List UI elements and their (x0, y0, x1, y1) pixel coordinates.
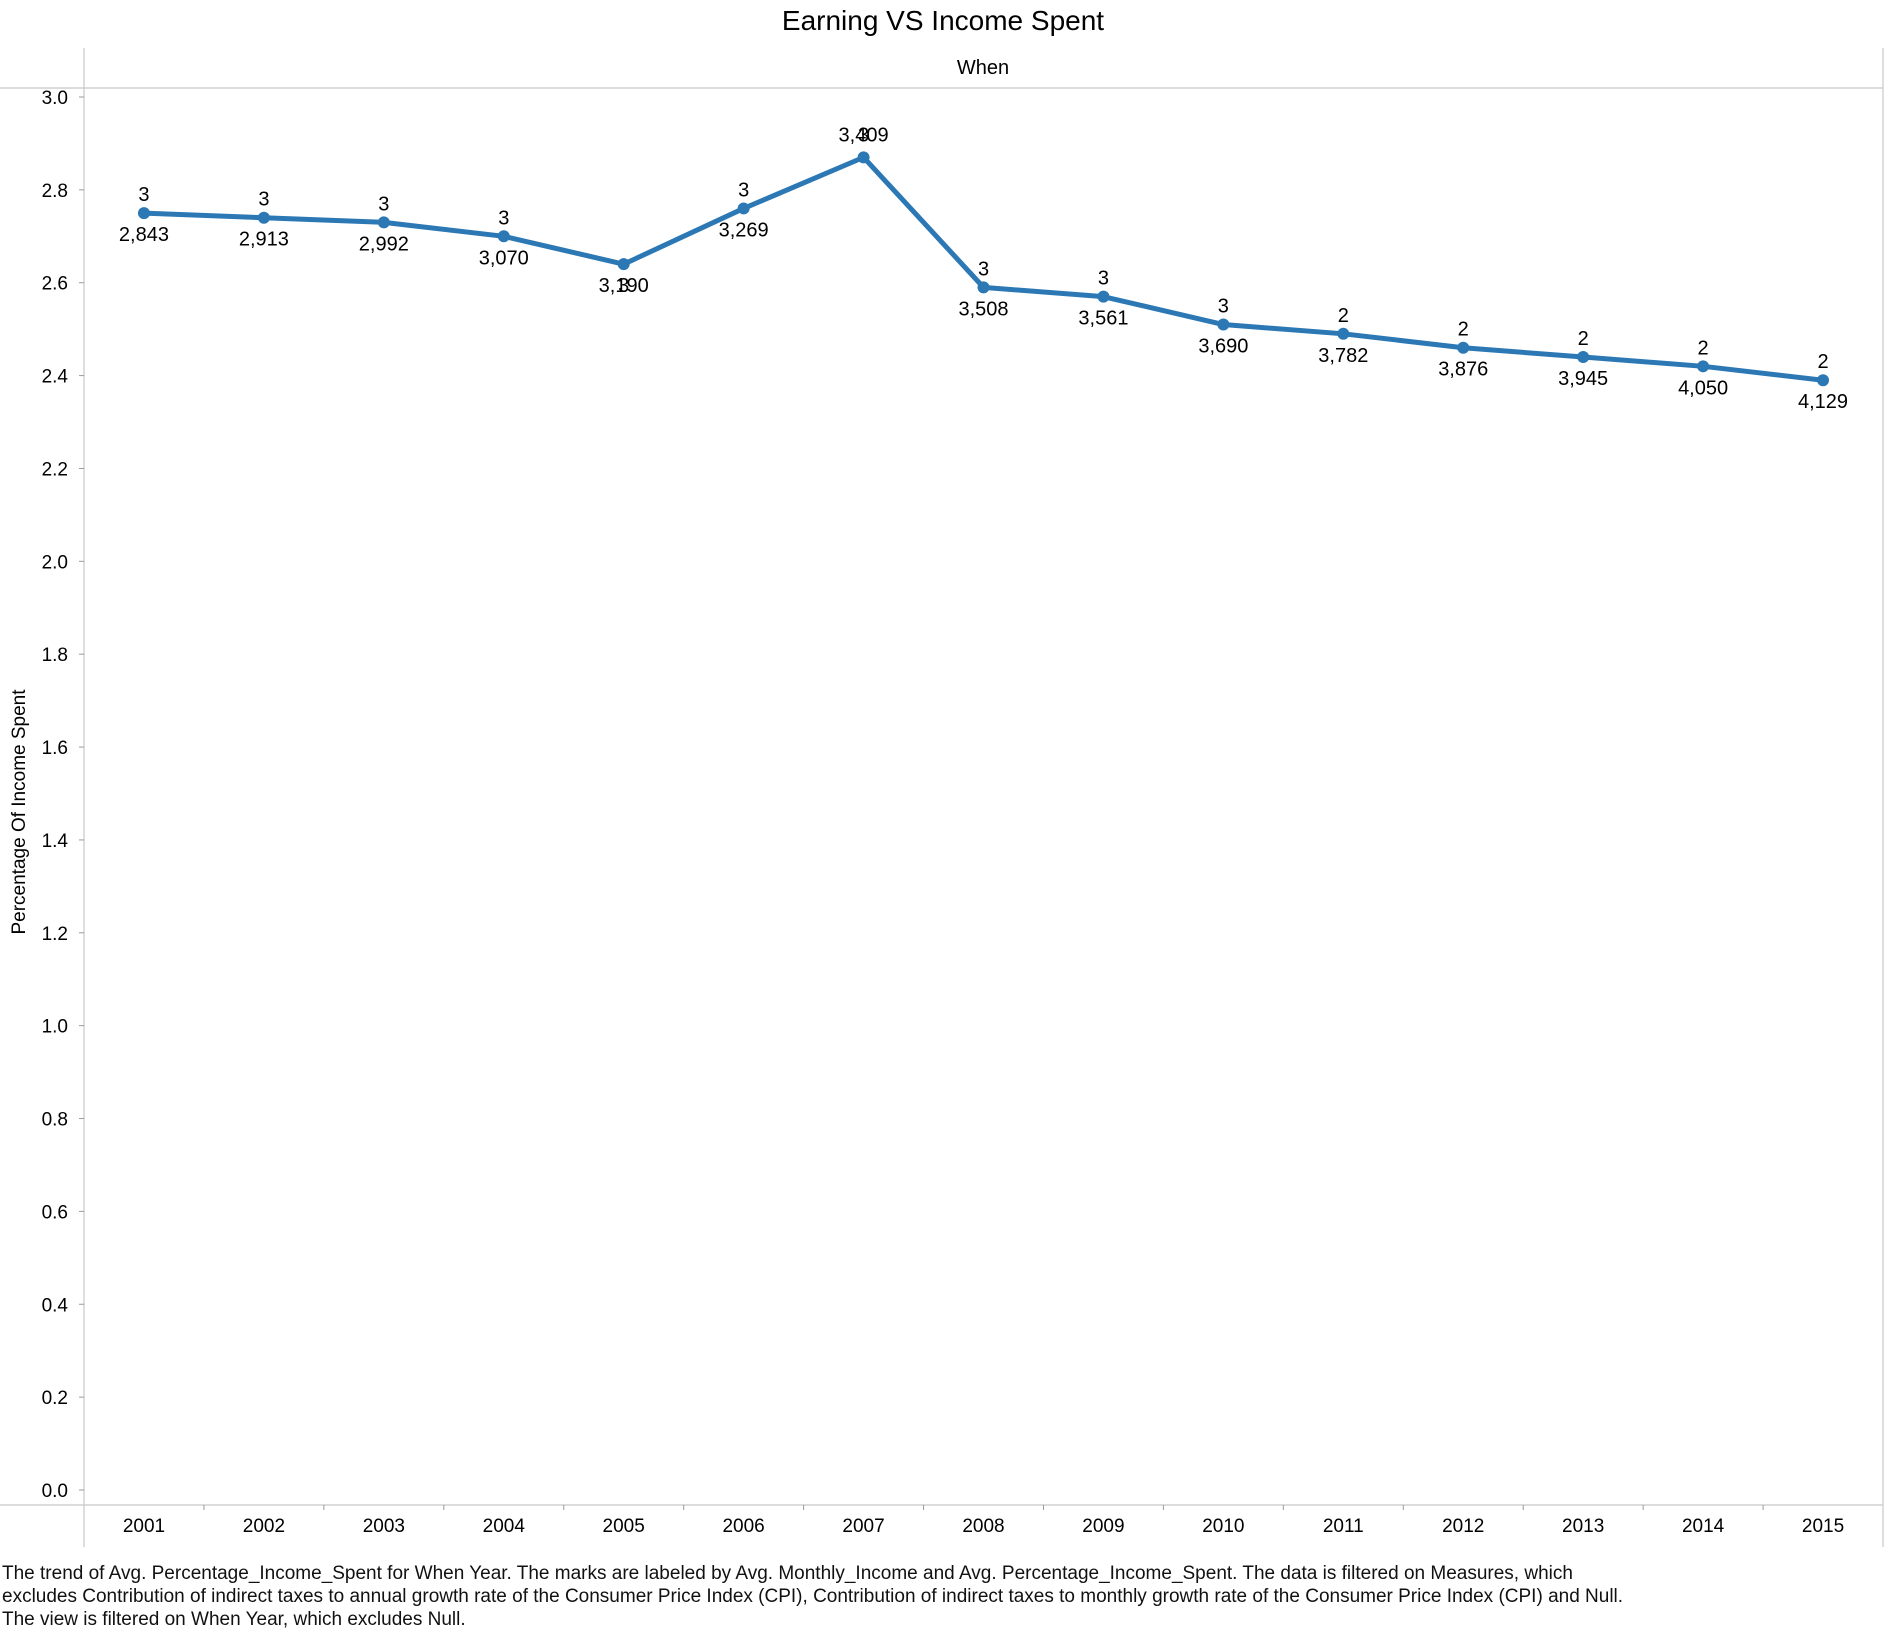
y-tick-label-1: 0.2 (42, 1388, 68, 1409)
data-point-2014 (1697, 360, 1710, 373)
pct-label-2008: 3 (978, 258, 989, 280)
income-label-2002: 2,913 (239, 229, 289, 251)
x-tick-label-2014: 2014 (1682, 1516, 1725, 1537)
y-tick-label-0: 0.0 (42, 1481, 68, 1502)
pct-label-2006: 3 (738, 179, 749, 201)
pct-label-2012: 2 (1458, 319, 1469, 341)
data-point-2008 (977, 281, 990, 294)
pct-label-2014: 2 (1698, 337, 1709, 359)
chart-title: Earning VS Income Spent (782, 5, 1104, 36)
chart-caption: The trend of Avg. Percentage_Income_Spen… (2, 1562, 1882, 1631)
x-tick-label-2004: 2004 (483, 1516, 526, 1537)
pct-label-2015: 2 (1817, 351, 1828, 373)
y-tick-label-11: 2.2 (42, 459, 68, 480)
pct-label-2007: 3 (858, 124, 869, 146)
income-label-2004: 3,070 (479, 247, 529, 269)
data-point-2007 (857, 151, 870, 164)
data-point-2005 (617, 258, 630, 271)
income-label-2014: 4,050 (1678, 377, 1728, 399)
pct-label-2005: 3 (618, 275, 629, 297)
income-label-2012: 3,876 (1438, 359, 1488, 381)
y-tick-label-13: 2.6 (42, 274, 68, 295)
series-line-group (137, 151, 1830, 387)
income-label-2009: 3,561 (1078, 308, 1128, 330)
plot-frame (0, 48, 1884, 1547)
income-label-2008: 3,508 (958, 298, 1008, 320)
caption-line-2: excludes Contribution of indirect taxes … (2, 1586, 1624, 1607)
income-label-2005: 3,190 (599, 275, 649, 297)
x-tick-label-2005: 2005 (603, 1516, 645, 1537)
pct-label-2004: 3 (498, 207, 509, 229)
data-point-2010 (1217, 318, 1230, 331)
data-point-2013 (1577, 351, 1590, 364)
pct-label-2010: 3 (1218, 296, 1229, 318)
income-label-2007: 3,409 (839, 124, 889, 146)
income-label-2006: 3,269 (719, 219, 769, 241)
pct-label-2003: 3 (378, 193, 389, 215)
data-point-2015 (1817, 374, 1830, 387)
x-tick-label-2012: 2012 (1442, 1516, 1484, 1537)
y-tick-label-5: 1.0 (42, 1017, 68, 1038)
data-point-2001 (137, 207, 150, 220)
x-tick-label-2015: 2015 (1802, 1516, 1844, 1537)
income-label-2011: 3,782 (1318, 345, 1368, 367)
income-label-2003: 2,992 (359, 233, 409, 255)
y-tick-label-7: 1.4 (42, 831, 69, 852)
column-header: When (957, 57, 1009, 79)
income-label-2013: 3,945 (1558, 368, 1608, 390)
y-axis-label: Percentage Of Income Spent (9, 689, 30, 935)
y-tick-label-4: 0.8 (42, 1110, 68, 1131)
y-tick-label-15: 3.0 (42, 88, 68, 109)
data-point-2009 (1097, 290, 1110, 303)
x-tick-label-2003: 2003 (363, 1516, 405, 1537)
data-point-2012 (1457, 341, 1470, 354)
pct-label-2013: 2 (1578, 328, 1589, 350)
x-tick-label-2008: 2008 (962, 1516, 1004, 1537)
y-tick-label-8: 1.6 (42, 738, 68, 759)
data-point-2011 (1337, 327, 1350, 340)
x-axis: 2001 2002 2003 2004 2005 2006 2007 2008 2009 2010… (123, 1505, 1844, 1537)
line-chart: Earning VS Income Spent When Percentage … (0, 5, 1884, 1547)
data-point-2003 (377, 216, 390, 229)
caption-line-1: The trend of Avg. Percentage_Income_Spen… (2, 1563, 1573, 1584)
x-tick-label-2001: 2001 (123, 1516, 165, 1537)
x-tick-label-2011: 2011 (1323, 1516, 1364, 1537)
pct-label-2001: 3 (138, 184, 149, 206)
y-tick-label-3: 0.6 (42, 1202, 68, 1223)
y-tick-label-14: 2.8 (42, 181, 68, 202)
x-tick-label-2006: 2006 (722, 1516, 764, 1537)
data-point-2006 (737, 202, 750, 215)
y-tick-label-9: 1.8 (42, 645, 68, 666)
x-tick-label-2013: 2013 (1562, 1516, 1604, 1537)
income-label-2015: 4,129 (1798, 391, 1848, 413)
x-tick-label-2002: 2002 (243, 1516, 285, 1537)
pct-label-2002: 3 (258, 189, 269, 211)
data-point-2004 (497, 230, 510, 243)
pct-label-2011: 2 (1338, 305, 1349, 327)
income-label-2001: 2,843 (119, 224, 169, 246)
y-axis: 0.0 0.2 0.4 0.6 0.8 1.0 1.2 1.4 1.6 1.8 2.0 2.2 2.4 2… (42, 88, 84, 1502)
y-tick-label-2: 0.4 (42, 1295, 69, 1316)
caption-line-3: The view is filtered on When Year, which… (2, 1609, 466, 1630)
y-tick-label-12: 2.4 (42, 367, 69, 388)
y-tick-label-6: 1.2 (42, 924, 68, 945)
data-labels: 32,84332,91332,99233,07033,19033,26933,4… (119, 124, 1848, 413)
y-tick-label-10: 2.0 (42, 552, 68, 573)
pct-label-2009: 3 (1098, 268, 1109, 290)
x-tick-label-2009: 2009 (1082, 1516, 1124, 1537)
income-label-2010: 3,690 (1198, 336, 1248, 358)
x-tick-label-2010: 2010 (1202, 1516, 1244, 1537)
x-tick-label-2007: 2007 (842, 1516, 884, 1537)
data-point-2002 (257, 211, 270, 224)
